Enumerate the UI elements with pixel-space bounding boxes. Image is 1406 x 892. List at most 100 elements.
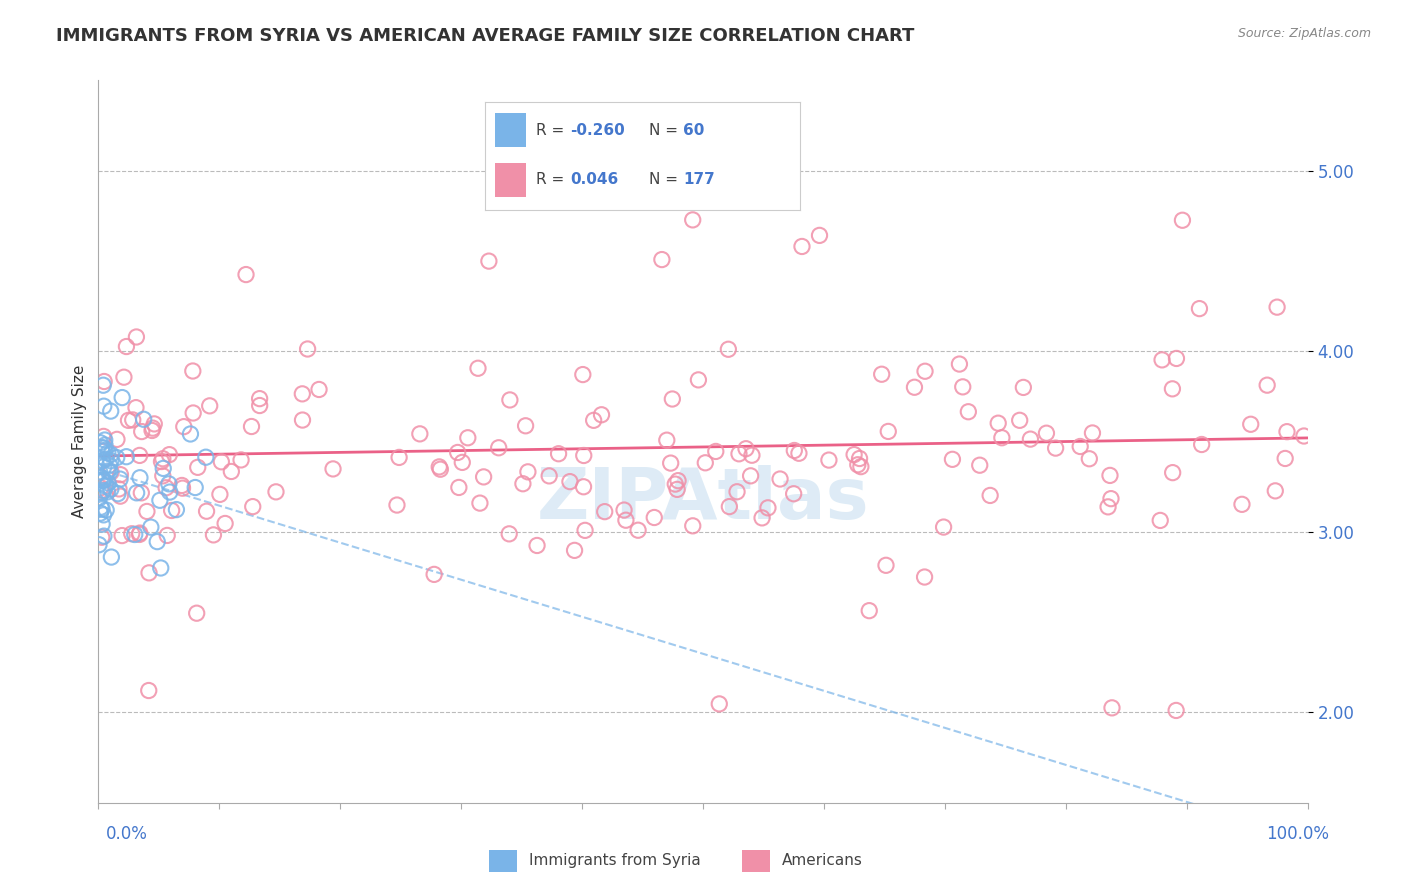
Point (115, 339, 138, 353)
Text: Source: ZipAtlas.com: Source: ZipAtlas.com (1237, 27, 1371, 40)
Point (91, 485, 114, 500)
Point (125, 485, 148, 500)
Point (173, 419, 195, 434)
Point (111, 528, 134, 542)
Point (1188, 301, 1211, 316)
Point (229, 453, 252, 467)
Point (184, 481, 207, 495)
Point (129, 471, 152, 485)
Point (128, 526, 150, 541)
Point (100, 550, 122, 565)
Point (157, 448, 180, 462)
Point (1098, 468, 1121, 483)
Point (322, 462, 344, 476)
Point (516, 465, 538, 479)
Point (146, 534, 169, 549)
Point (96, 484, 118, 499)
Point (1149, 513, 1171, 527)
Point (94, 438, 117, 452)
Point (547, 447, 569, 461)
Point (1099, 491, 1122, 506)
Point (90, 530, 112, 544)
Point (769, 472, 792, 486)
Point (572, 480, 595, 494)
Point (105, 433, 128, 447)
Point (1264, 483, 1286, 498)
Point (93, 483, 115, 498)
Point (155, 481, 177, 495)
Point (1101, 701, 1123, 715)
Point (91, 473, 114, 487)
Point (97, 464, 120, 478)
Point (89, 506, 111, 520)
Point (512, 476, 534, 491)
Point (858, 604, 880, 618)
Point (1097, 500, 1119, 514)
Point (132, 412, 155, 426)
Point (388, 450, 411, 465)
Point (91, 483, 114, 498)
Point (564, 543, 586, 558)
Point (160, 503, 183, 517)
Point (591, 408, 613, 422)
Point (157, 476, 180, 491)
Point (291, 413, 314, 427)
Point (627, 523, 650, 537)
Point (93, 375, 115, 389)
Point (297, 342, 319, 356)
Point (709, 697, 731, 711)
Point (593, 505, 616, 519)
Point (121, 526, 143, 541)
Point (457, 431, 479, 445)
Point (613, 503, 636, 517)
Point (472, 470, 495, 484)
Point (1008, 413, 1031, 427)
Point (202, 528, 225, 542)
Point (614, 513, 637, 527)
Point (842, 448, 865, 462)
Point (718, 500, 741, 514)
Point (108, 472, 131, 486)
Point (94, 443, 117, 458)
Point (90, 500, 112, 515)
Point (704, 444, 727, 458)
Bar (742, 849, 770, 872)
Point (772, 188, 794, 202)
Point (969, 458, 991, 473)
Point (100, 482, 122, 496)
Point (782, 487, 804, 501)
Point (717, 343, 740, 357)
Point (1069, 440, 1091, 454)
Point (128, 527, 150, 541)
Point (98, 465, 121, 479)
Point (1166, 703, 1188, 717)
Point (93, 429, 115, 443)
Point (214, 516, 236, 531)
Point (740, 468, 762, 483)
Point (725, 484, 748, 499)
Point (100, 404, 122, 418)
Point (1078, 451, 1101, 466)
Point (93, 474, 115, 488)
Text: 0.0%: 0.0% (105, 825, 148, 843)
Point (941, 452, 963, 467)
Point (139, 520, 162, 534)
Point (141, 424, 163, 438)
Point (98, 458, 121, 473)
Point (664, 477, 686, 491)
Point (89, 435, 111, 450)
Point (849, 459, 872, 474)
Point (264, 484, 287, 499)
Point (987, 416, 1010, 430)
Point (90, 441, 112, 455)
Point (1265, 300, 1288, 314)
Point (187, 460, 209, 475)
Point (409, 426, 432, 441)
Point (818, 453, 841, 467)
Point (91, 501, 114, 516)
Point (572, 368, 595, 382)
Point (1161, 382, 1184, 396)
Point (979, 488, 1001, 502)
Point (94, 433, 117, 447)
Point (783, 443, 806, 458)
